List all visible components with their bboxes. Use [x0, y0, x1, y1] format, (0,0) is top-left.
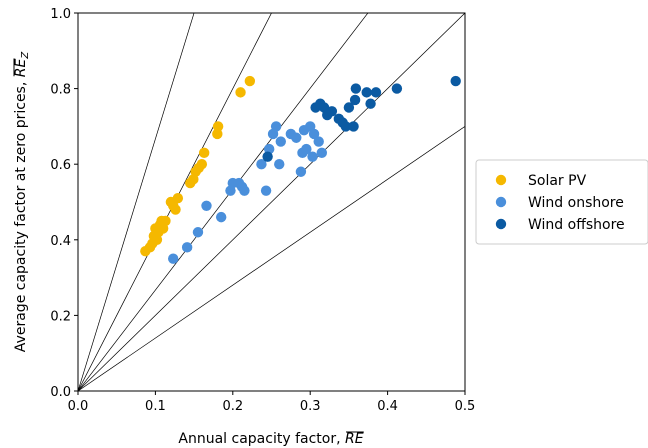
y-axis-label-symbol: RE [13, 59, 29, 78]
legend-label-wind-onshore: Wind onshore [528, 195, 624, 211]
wind-onshore-point-17 [275, 136, 286, 147]
legend-marker-wind-offshore [495, 218, 507, 230]
solar-pv-point-21 [198, 147, 210, 159]
y-tick-label-0.6: 0.6 [50, 158, 71, 173]
y-axis-label-subscript: Z [20, 51, 31, 60]
wind-offshore-point-18 [450, 75, 461, 87]
data-points [140, 75, 461, 264]
y-axis-label: Average capacity factor at zero prices, … [13, 51, 31, 353]
wind-offshore-point-13 [350, 83, 362, 94]
x-tick-label-0.5: 0.5 [455, 399, 476, 414]
solar-pv-point-11 [160, 215, 171, 227]
plot-frame [77, 12, 466, 392]
y-tick-label-0.0: 0.0 [50, 385, 71, 400]
wind-offshore-point-12 [349, 94, 361, 106]
wind-offshore-point-11 [348, 121, 359, 132]
solar-pv-point-14 [170, 204, 181, 215]
wind-offshore-point-14 [361, 87, 372, 98]
reference-line-4 [78, 13, 272, 391]
x-axis-label: Annual capacity factor, RE [178, 431, 363, 447]
wind-onshore-point-5 [215, 211, 227, 223]
wind-offshore-point-16 [370, 87, 382, 98]
legend-box [475, 159, 648, 245]
x-tick-label-0.4: 0.4 [377, 399, 398, 414]
wind-onshore-point-11 [256, 159, 267, 170]
wind-onshore-point-4 [201, 200, 212, 211]
wind-onshore-point-19 [291, 132, 302, 143]
legend-label-wind-offshore: Wind offshore [528, 217, 625, 233]
y-axis: 0.0 0.2 0.4 0.6 0.8 1.0 [50, 7, 78, 400]
solar-pv-point-24 [235, 87, 246, 98]
wind-onshore-point-1 [168, 253, 179, 264]
wind-onshore-point-28 [316, 147, 328, 159]
wind-onshore-point-25 [307, 151, 318, 162]
wind-offshore-point-9 [340, 121, 352, 132]
wind-offshore-point-1 [262, 151, 273, 162]
legend: Solar PV Wind onshore Wind offshore [475, 159, 648, 245]
wind-onshore-point-12 [260, 185, 272, 196]
x-axis: 0.0 0.1 0.2 0.3 0.4 0.5 [68, 391, 476, 414]
y-tick-label-1.0: 1.0 [50, 7, 71, 22]
x-tick-label-0.1: 0.1 [145, 399, 166, 414]
wind-onshore-point-3 [192, 227, 204, 238]
wind-onshore-point-23 [301, 143, 312, 155]
wind-onshore-point-26 [308, 128, 320, 140]
legend-marker-solar-pv [495, 174, 507, 186]
y-tick-label-0.8: 0.8 [50, 83, 71, 98]
reference-line-2 [78, 13, 465, 391]
solar-pv-point-25 [244, 75, 256, 87]
x-tick-label-0.3: 0.3 [300, 399, 321, 414]
wind-offshore-point-6 [326, 106, 338, 117]
reference-line-1 [78, 126, 465, 391]
x-axis-label-symbol: RE [345, 431, 364, 447]
wind-onshore-point-2 [181, 242, 193, 253]
x-tick-label-0.2: 0.2 [222, 399, 243, 414]
reference-line-5 [78, 13, 195, 391]
legend-label-solar-pv: Solar PV [528, 173, 587, 189]
wind-onshore-point-20 [295, 166, 307, 177]
y-tick-label-0.2: 0.2 [50, 309, 71, 324]
wind-onshore-point-10 [239, 185, 250, 196]
solar-pv-point-15 [172, 193, 184, 204]
solar-pv-point-22 [212, 128, 223, 140]
legend-marker-wind-onshore [495, 196, 507, 208]
solar-pv-point-20 [196, 159, 208, 170]
x-tick-label-0.0: 0.0 [68, 399, 89, 414]
wind-onshore-point-27 [313, 136, 324, 147]
y-tick-label-0.4: 0.4 [50, 234, 71, 249]
wind-offshore-point-15 [365, 98, 376, 109]
wind-offshore-point-17 [391, 83, 403, 94]
wind-onshore-point-15 [270, 121, 282, 132]
y-axis-label-group: Average capacity factor at zero prices, … [13, 51, 31, 353]
wind-offshore-point-10 [343, 102, 355, 113]
solar-pv-point-23 [212, 121, 224, 132]
wind-onshore-point-16 [274, 159, 285, 170]
